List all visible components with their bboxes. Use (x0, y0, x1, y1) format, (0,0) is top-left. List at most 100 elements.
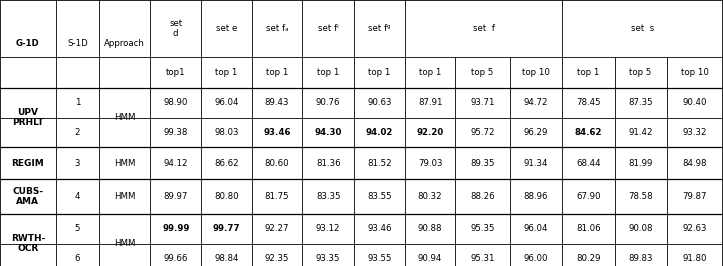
Text: 83.55: 83.55 (367, 192, 392, 201)
Text: 90.40: 90.40 (683, 98, 707, 107)
Text: UPV
PRHLT: UPV PRHLT (12, 108, 43, 127)
Text: HMM: HMM (114, 159, 135, 168)
Text: 4: 4 (74, 192, 80, 201)
Text: 92.63: 92.63 (683, 224, 707, 233)
Text: 93.32: 93.32 (683, 128, 707, 137)
Text: 98.90: 98.90 (163, 98, 188, 107)
Text: 95.72: 95.72 (471, 128, 495, 137)
Text: 90.08: 90.08 (628, 224, 653, 233)
Text: set
d: set d (169, 19, 182, 38)
Text: 94.30: 94.30 (315, 128, 342, 137)
Text: set fⁱ: set fⁱ (318, 24, 338, 33)
Text: top 10: top 10 (681, 68, 709, 77)
Text: 94.72: 94.72 (524, 98, 548, 107)
Text: 90.88: 90.88 (418, 224, 442, 233)
Text: 79.87: 79.87 (683, 192, 707, 201)
Text: set  s: set s (631, 24, 654, 33)
Text: 90.76: 90.76 (316, 98, 341, 107)
Text: 84.98: 84.98 (683, 159, 707, 168)
Text: 90.94: 90.94 (418, 254, 442, 263)
Text: HMM: HMM (114, 192, 135, 201)
Text: 84.62: 84.62 (575, 128, 602, 137)
Text: 91.34: 91.34 (524, 159, 548, 168)
Text: 67.90: 67.90 (576, 192, 601, 201)
Text: 99.99: 99.99 (162, 224, 189, 233)
Text: 90.63: 90.63 (367, 98, 392, 107)
Text: 2: 2 (74, 128, 80, 137)
Text: set  f: set f (473, 24, 495, 33)
Text: 80.32: 80.32 (418, 192, 442, 201)
Text: 93.46: 93.46 (367, 224, 392, 233)
Text: 94.02: 94.02 (366, 128, 393, 137)
Text: 6: 6 (74, 254, 80, 263)
Text: RWTH-
OCR: RWTH- OCR (11, 234, 45, 253)
Text: 93.71: 93.71 (471, 98, 495, 107)
Text: set fᵍ: set fᵍ (368, 24, 391, 33)
Text: 91.80: 91.80 (683, 254, 707, 263)
Text: top 1: top 1 (369, 68, 390, 77)
Text: 81.75: 81.75 (265, 192, 289, 201)
Text: 81.99: 81.99 (628, 159, 653, 168)
Text: top 10: top 10 (522, 68, 550, 77)
Text: 96.04: 96.04 (524, 224, 548, 233)
Text: 89.35: 89.35 (471, 159, 495, 168)
Text: top 1: top 1 (578, 68, 599, 77)
Text: 86.62: 86.62 (214, 159, 239, 168)
Text: 96.04: 96.04 (214, 98, 239, 107)
Text: 89.97: 89.97 (163, 192, 188, 201)
Text: 78.58: 78.58 (628, 192, 653, 201)
Text: 79.03: 79.03 (418, 159, 442, 168)
Text: 93.55: 93.55 (367, 254, 392, 263)
Text: 88.96: 88.96 (524, 192, 548, 201)
Text: 83.35: 83.35 (316, 192, 341, 201)
Text: 95.31: 95.31 (471, 254, 495, 263)
Text: 80.60: 80.60 (265, 159, 289, 168)
Text: 68.44: 68.44 (576, 159, 601, 168)
Text: 96.29: 96.29 (524, 128, 548, 137)
Text: 88.26: 88.26 (470, 192, 495, 201)
Text: top 5: top 5 (630, 68, 651, 77)
Text: REGIM: REGIM (12, 159, 44, 168)
Text: 99.77: 99.77 (213, 224, 240, 233)
Text: top 5: top 5 (471, 68, 494, 77)
Text: set fₐ: set fₐ (265, 24, 288, 33)
Text: 98.84: 98.84 (214, 254, 239, 263)
Text: 92.27: 92.27 (265, 224, 289, 233)
Text: 81.36: 81.36 (316, 159, 341, 168)
Text: 93.12: 93.12 (316, 224, 341, 233)
Text: top 1: top 1 (419, 68, 441, 77)
Text: 87.35: 87.35 (628, 98, 653, 107)
Text: Approach: Approach (104, 39, 145, 48)
Text: HMM: HMM (114, 113, 135, 122)
Text: 81.52: 81.52 (367, 159, 392, 168)
Text: top 1: top 1 (266, 68, 288, 77)
Text: 5: 5 (74, 224, 80, 233)
Text: set e: set e (215, 24, 237, 33)
Text: 78.45: 78.45 (576, 98, 601, 107)
Text: 80.29: 80.29 (576, 254, 601, 263)
Text: 93.35: 93.35 (316, 254, 341, 263)
Text: 95.35: 95.35 (471, 224, 495, 233)
Text: HMM: HMM (114, 239, 135, 248)
Text: 94.12: 94.12 (163, 159, 188, 168)
Text: 96.00: 96.00 (524, 254, 548, 263)
Text: 98.03: 98.03 (214, 128, 239, 137)
Text: top1: top1 (166, 68, 186, 77)
Text: G-1D: G-1D (16, 39, 40, 48)
Text: 80.80: 80.80 (214, 192, 239, 201)
Text: 89.83: 89.83 (628, 254, 653, 263)
Text: 91.42: 91.42 (628, 128, 653, 137)
Text: 99.66: 99.66 (163, 254, 188, 263)
Text: 89.43: 89.43 (265, 98, 289, 107)
Text: 92.20: 92.20 (416, 128, 444, 137)
Text: top 1: top 1 (317, 68, 339, 77)
Text: 93.46: 93.46 (263, 128, 291, 137)
Text: 92.35: 92.35 (265, 254, 289, 263)
Text: 3: 3 (74, 159, 80, 168)
Text: top 1: top 1 (215, 68, 237, 77)
Text: 81.06: 81.06 (576, 224, 601, 233)
Text: 1: 1 (74, 98, 80, 107)
Text: 87.91: 87.91 (418, 98, 442, 107)
Text: S-1D: S-1D (67, 39, 87, 48)
Text: 99.38: 99.38 (163, 128, 188, 137)
